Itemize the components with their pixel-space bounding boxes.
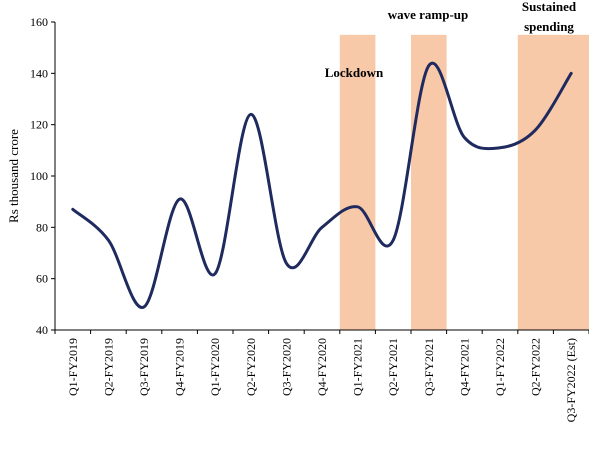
x-tick-label: Q2-FY2020: [244, 338, 258, 396]
y-tick-label: 40: [36, 323, 48, 337]
y-tick-label: 160: [30, 15, 48, 29]
x-tick-label: Q4-FY2021: [457, 338, 471, 396]
annotation-3: Sustained: [522, 0, 577, 14]
shaded-period-3: [518, 35, 589, 330]
axes: [51, 22, 589, 334]
series-lines: [73, 63, 571, 307]
x-tick-label: Q2-FY2022: [529, 338, 543, 396]
labels: 40 60 80 100 120 140 160 Q1-FY2019 Q2-FY2019 Q3-F…: [6, 0, 578, 422]
x-tick-label: Q3-FY2020: [279, 338, 293, 396]
x-tick-label: Q3-FY2022 (Est): [564, 338, 578, 422]
x-tick-label: Q1-FY2020: [208, 338, 222, 396]
x-tick-label: Q1-FY2021: [351, 338, 365, 396]
y-tick-label: 60: [36, 272, 48, 286]
x-tick-label: Q1-FY2019: [66, 338, 80, 396]
x-tick-label: Q2-FY2021: [386, 338, 400, 396]
annotation-3: spending: [524, 19, 574, 34]
series-line-1: [73, 63, 571, 307]
x-tick-label: Q4-FY2019: [173, 338, 187, 396]
annotation-1: Lockdown: [325, 65, 384, 80]
y-tick-label: 80: [36, 220, 48, 234]
x-tick-label: Q3-FY2019: [137, 338, 151, 396]
y-tick-label: 120: [30, 118, 48, 132]
y-axis-title: Rs thousand crore: [6, 129, 21, 223]
y-tick-label: 100: [30, 169, 48, 183]
x-tick-label: Q4-FY2020: [315, 338, 329, 396]
x-tick-label: Q2-FY2019: [101, 338, 115, 396]
x-tick-label: Q1-FY2022: [493, 338, 507, 396]
y-tick-label: 140: [30, 66, 48, 80]
annotation-2: wave ramp-up: [388, 7, 469, 22]
x-tick-label: Q3-FY2021: [422, 338, 436, 396]
